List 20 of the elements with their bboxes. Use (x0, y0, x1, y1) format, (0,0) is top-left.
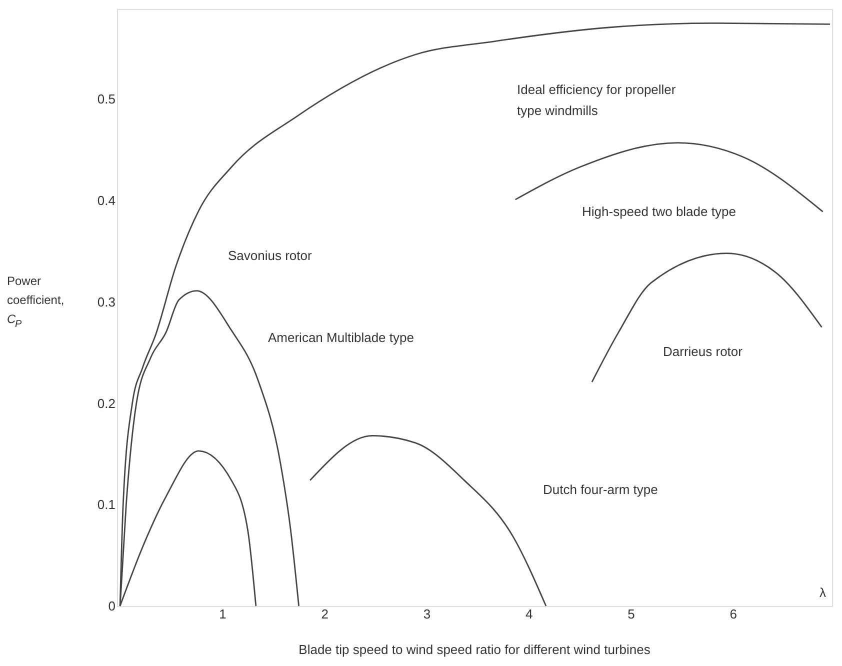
x-tick-label: 4 (526, 606, 533, 622)
annotation: Ideal efficiency for propeller type windmills (517, 82, 676, 118)
annotation: Dutch four-arm type (543, 482, 658, 497)
x-tick-label: 1 (219, 606, 226, 622)
y-tick-label: 0 (108, 598, 116, 614)
y-tick-label: 0.4 (97, 193, 116, 208)
x-tick-label: 5 (628, 606, 635, 622)
annotation: Darrieus rotor (663, 344, 744, 359)
annotation: American Multiblade type (268, 330, 414, 345)
x-tick-label: 3 (423, 606, 431, 622)
annotation: λ (820, 585, 826, 600)
x-tick-label: 6 (730, 606, 738, 622)
annotation: Savonius rotor (228, 248, 312, 263)
y-tick-label: 0.2 (97, 396, 116, 411)
y-tick-label: 0.5 (97, 92, 116, 107)
y-tick-label: 0.3 (97, 294, 116, 310)
annotation: High-speed two blade type (582, 204, 736, 219)
x-tick-label: 2 (321, 606, 328, 622)
x-axis-title: Blade tip speed to wind speed ratio for different wind turbines (298, 642, 651, 657)
y-tick-label: 0.1 (97, 497, 116, 512)
